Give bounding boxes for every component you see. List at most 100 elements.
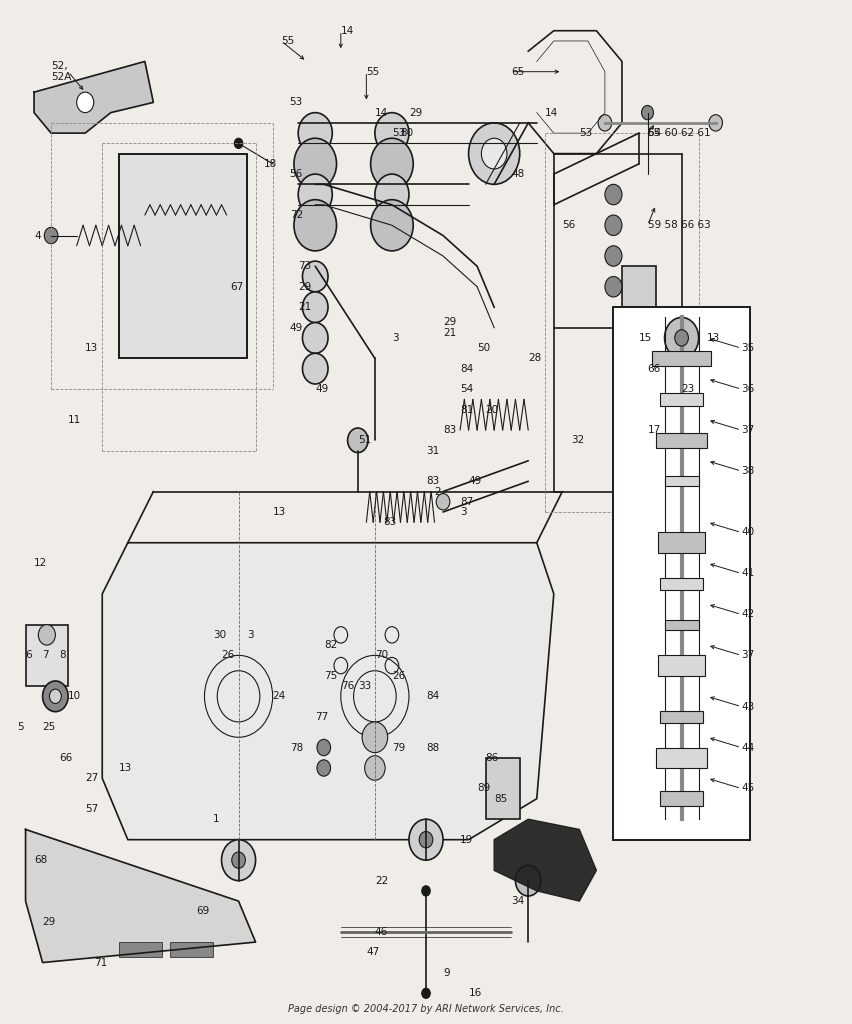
Circle shape bbox=[77, 92, 94, 113]
Text: 34: 34 bbox=[511, 896, 525, 906]
Text: 27: 27 bbox=[85, 773, 99, 783]
Text: 49: 49 bbox=[290, 323, 303, 333]
Circle shape bbox=[43, 681, 68, 712]
Polygon shape bbox=[102, 543, 554, 840]
Text: 55: 55 bbox=[281, 36, 295, 46]
Circle shape bbox=[665, 317, 699, 358]
Text: 55: 55 bbox=[366, 67, 380, 77]
Text: 25: 25 bbox=[43, 722, 56, 732]
Circle shape bbox=[302, 292, 328, 323]
Bar bbox=[660, 393, 703, 406]
Bar bbox=[26, 625, 68, 686]
Text: 35: 35 bbox=[741, 343, 755, 353]
Text: 43: 43 bbox=[741, 701, 755, 712]
Text: 12: 12 bbox=[34, 558, 48, 568]
Text: 29: 29 bbox=[298, 282, 312, 292]
Text: 88: 88 bbox=[426, 742, 440, 753]
Text: 31: 31 bbox=[426, 445, 440, 456]
Text: 5: 5 bbox=[17, 722, 24, 732]
Text: 1: 1 bbox=[213, 814, 220, 824]
Text: 86: 86 bbox=[486, 753, 499, 763]
Circle shape bbox=[709, 115, 722, 131]
Bar bbox=[665, 476, 699, 486]
Circle shape bbox=[598, 115, 612, 131]
Circle shape bbox=[371, 138, 413, 189]
Text: 3: 3 bbox=[460, 507, 467, 517]
Text: 44: 44 bbox=[741, 742, 755, 753]
Text: 42: 42 bbox=[741, 609, 755, 620]
Bar bbox=[660, 791, 703, 807]
Text: 49: 49 bbox=[469, 476, 482, 486]
Text: 29: 29 bbox=[409, 108, 423, 118]
Circle shape bbox=[302, 353, 328, 384]
Text: 45: 45 bbox=[741, 783, 755, 794]
Bar bbox=[660, 711, 703, 723]
Text: 53: 53 bbox=[290, 97, 303, 108]
Circle shape bbox=[375, 174, 409, 215]
Text: 55: 55 bbox=[648, 128, 661, 138]
Text: 37: 37 bbox=[741, 425, 755, 435]
Bar bbox=[658, 532, 705, 553]
Bar bbox=[613, 307, 750, 840]
Text: 29
21: 29 21 bbox=[443, 316, 457, 339]
Text: 48: 48 bbox=[511, 169, 525, 179]
Text: 84: 84 bbox=[426, 691, 440, 701]
Text: 51: 51 bbox=[358, 435, 371, 445]
Circle shape bbox=[422, 988, 430, 998]
Text: 3: 3 bbox=[392, 333, 399, 343]
Circle shape bbox=[294, 200, 337, 251]
Text: 54: 54 bbox=[460, 384, 474, 394]
Text: 18: 18 bbox=[264, 159, 278, 169]
Text: 80: 80 bbox=[400, 128, 413, 138]
Bar bbox=[119, 942, 162, 957]
Circle shape bbox=[317, 739, 331, 756]
Circle shape bbox=[642, 105, 653, 120]
Text: 22: 22 bbox=[375, 876, 389, 886]
Text: 13: 13 bbox=[273, 507, 286, 517]
Circle shape bbox=[298, 113, 332, 154]
Text: 53: 53 bbox=[579, 128, 593, 138]
Circle shape bbox=[294, 138, 337, 189]
Circle shape bbox=[365, 756, 385, 780]
Bar bbox=[665, 620, 699, 630]
Bar bbox=[656, 432, 707, 449]
Bar bbox=[622, 266, 656, 328]
Text: 71: 71 bbox=[94, 957, 107, 968]
Circle shape bbox=[317, 760, 331, 776]
Text: 8: 8 bbox=[60, 650, 66, 660]
Text: 28: 28 bbox=[528, 353, 542, 364]
Text: 57: 57 bbox=[85, 804, 99, 814]
Text: 46: 46 bbox=[375, 927, 389, 937]
Circle shape bbox=[371, 200, 413, 251]
Text: 76: 76 bbox=[341, 681, 354, 691]
Text: 89: 89 bbox=[477, 783, 491, 794]
Text: 40: 40 bbox=[741, 527, 754, 538]
Text: 68: 68 bbox=[34, 855, 48, 865]
Text: 56: 56 bbox=[290, 169, 303, 179]
Text: 81: 81 bbox=[460, 404, 474, 415]
Text: 64 60 62 61: 64 60 62 61 bbox=[648, 128, 711, 138]
Text: 16: 16 bbox=[469, 988, 482, 998]
Text: 3: 3 bbox=[247, 630, 254, 640]
Text: 83: 83 bbox=[443, 425, 457, 435]
Text: 14: 14 bbox=[375, 108, 389, 118]
Bar bbox=[656, 748, 707, 768]
Text: 50: 50 bbox=[477, 343, 490, 353]
Text: 47: 47 bbox=[366, 947, 380, 957]
Text: 17: 17 bbox=[648, 425, 661, 435]
Text: 77: 77 bbox=[315, 712, 329, 722]
Bar bbox=[613, 307, 750, 840]
Text: 33: 33 bbox=[358, 681, 371, 691]
Circle shape bbox=[375, 113, 409, 154]
Text: 73: 73 bbox=[298, 261, 312, 271]
Bar bbox=[658, 655, 705, 676]
Text: 52,
52A: 52, 52A bbox=[51, 60, 72, 83]
Text: 29: 29 bbox=[43, 916, 56, 927]
Circle shape bbox=[422, 886, 430, 896]
Text: 79: 79 bbox=[392, 742, 406, 753]
Text: 83: 83 bbox=[383, 517, 397, 527]
Bar bbox=[622, 348, 673, 451]
Text: 66: 66 bbox=[648, 364, 661, 374]
Text: 36: 36 bbox=[741, 384, 755, 394]
Text: 85: 85 bbox=[494, 794, 508, 804]
